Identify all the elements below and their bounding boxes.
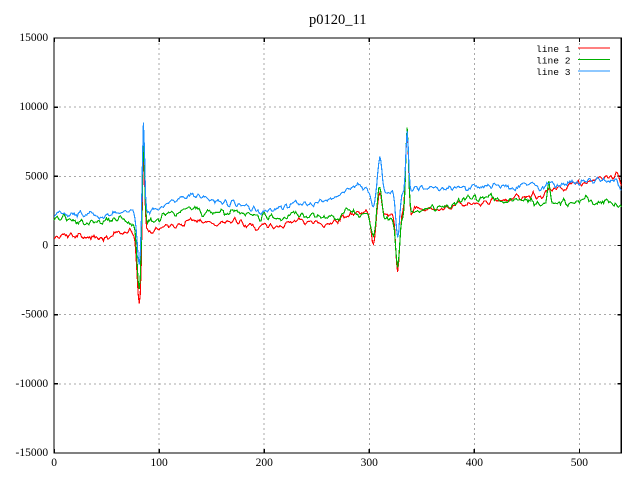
- svg-text:400: 400: [466, 457, 484, 469]
- svg-text:15000: 15000: [19, 32, 48, 44]
- svg-text:-10000: -10000: [16, 378, 49, 390]
- svg-text:line 1: line 1: [536, 44, 571, 55]
- svg-text:-5000: -5000: [21, 309, 48, 321]
- svg-text:500: 500: [571, 457, 589, 469]
- svg-text:line 3: line 3: [536, 67, 571, 78]
- svg-text:-15000: -15000: [16, 447, 49, 459]
- svg-text:line 2: line 2: [536, 56, 571, 67]
- svg-text:0: 0: [42, 240, 48, 252]
- svg-text:5000: 5000: [25, 170, 48, 182]
- svg-text:300: 300: [361, 457, 379, 469]
- svg-text:10000: 10000: [19, 101, 48, 113]
- svg-text:200: 200: [256, 457, 274, 469]
- svg-text:p0120_11: p0120_11: [309, 12, 366, 28]
- svg-text:100: 100: [151, 457, 169, 469]
- svg-text:0: 0: [51, 457, 57, 469]
